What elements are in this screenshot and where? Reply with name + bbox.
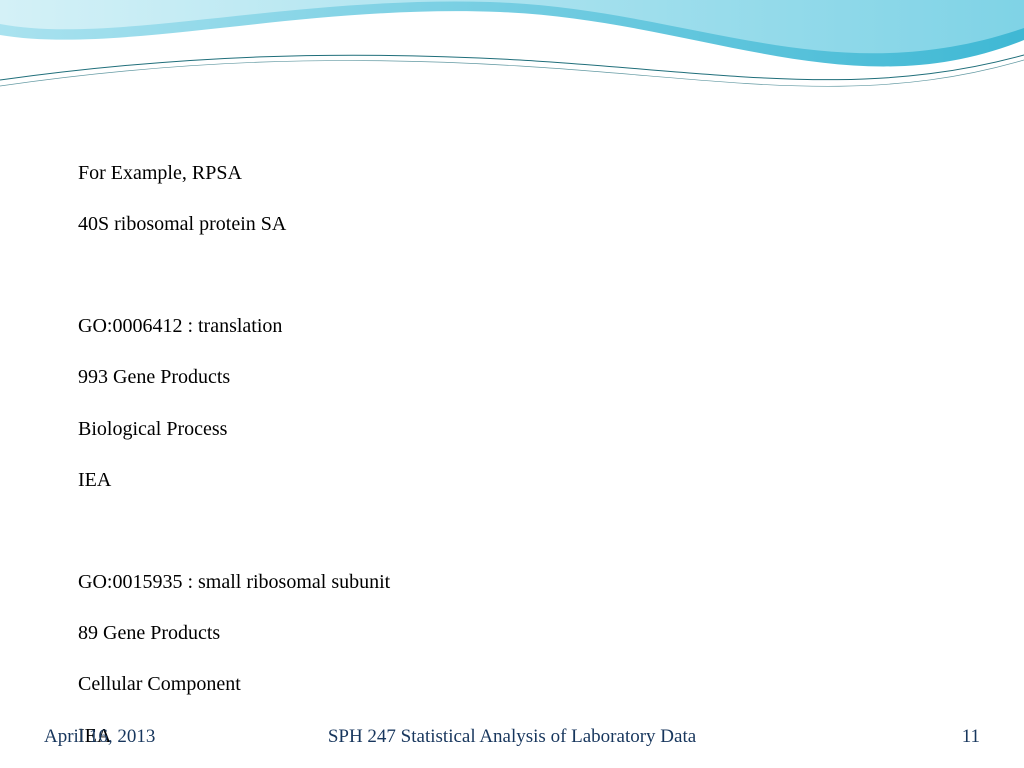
go-block-0-id: GO:0006412 : translation <box>78 315 282 337</box>
go-block-0-geneproducts: 993 Gene Products <box>78 366 230 388</box>
go-block-1-id: GO:0015935 : small ribosomal subunit <box>78 571 390 593</box>
wave-thin-line-1 <box>0 55 1024 80</box>
footer-title: SPH 247 Statistical Analysis of Laborato… <box>0 726 1024 748</box>
go-block-0-evidence: IEA <box>78 469 111 491</box>
slide-footer: April 16, 2013 SPH 247 Statistical Analy… <box>0 720 1024 748</box>
wave-fill-upper <box>0 0 1024 66</box>
footer-page-number: 11 <box>962 726 980 748</box>
example-title: For Example, RPSA <box>78 162 242 184</box>
wave-thin-line-2 <box>0 60 1024 86</box>
wave-fill-light <box>0 0 1024 53</box>
header-wave-decoration <box>0 0 1024 140</box>
go-block-1-geneproducts: 89 Gene Products <box>78 622 220 644</box>
go-block-0-ontology: Biological Process <box>78 418 227 440</box>
slide-body: For Example, RPSA 40S ribosomal protein … <box>78 135 878 768</box>
protein-name: 40S ribosomal protein SA <box>78 213 286 235</box>
go-block-1-ontology: Cellular Component <box>78 673 241 695</box>
slide: For Example, RPSA 40S ribosomal protein … <box>0 0 1024 768</box>
